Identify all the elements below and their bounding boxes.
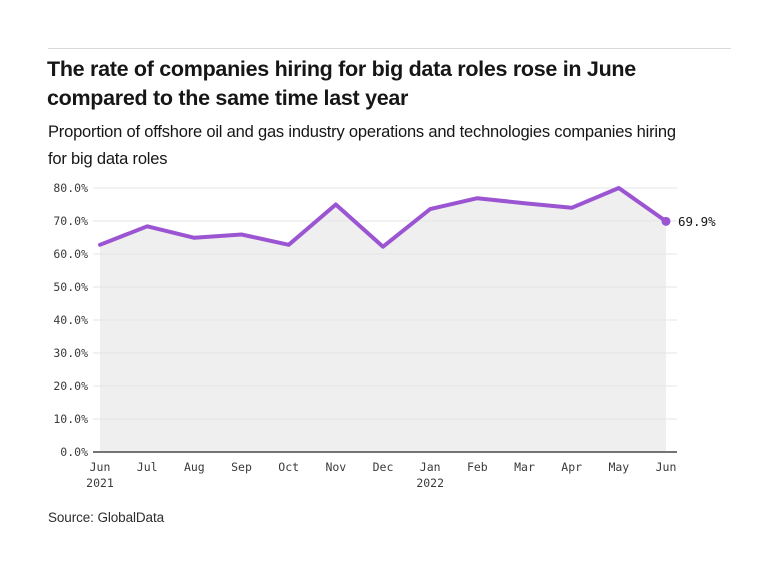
x-year-label: 2022 bbox=[416, 476, 444, 490]
y-tick-label: 0.0% bbox=[60, 445, 88, 459]
y-tick-label: 20.0% bbox=[53, 379, 88, 393]
data-line bbox=[98, 186, 668, 249]
source-credit: Source: GlobalData bbox=[48, 510, 165, 525]
x-tick-label: Jan bbox=[420, 460, 441, 474]
x-tick-label: Sep bbox=[231, 460, 252, 474]
y-tick-label: 30.0% bbox=[53, 346, 88, 360]
y-tick-label: 40.0% bbox=[53, 313, 88, 327]
x-tick-label: Apr bbox=[561, 460, 582, 474]
x-tick-label: May bbox=[608, 460, 629, 474]
x-tick-label: Oct bbox=[278, 460, 299, 474]
y-tick-label: 60.0% bbox=[53, 247, 88, 261]
page-title: The rate of companies hiring for big dat… bbox=[47, 57, 636, 110]
y-tick-label: 10.0% bbox=[53, 412, 88, 426]
x-tick-label: Jun bbox=[90, 460, 111, 474]
x-tick-label: Nov bbox=[325, 460, 346, 474]
chart-subtitle: Proportion of offshore oil and gas indus… bbox=[48, 123, 676, 168]
x-tick-label: Jun bbox=[656, 460, 677, 474]
top-divider bbox=[48, 48, 731, 49]
end-value-label: 69.9% bbox=[678, 214, 716, 229]
x-tick-label: Jul bbox=[137, 460, 158, 474]
end-point-dot bbox=[661, 216, 671, 226]
y-tick-label: 80.0% bbox=[53, 181, 88, 195]
x-tick-label: Mar bbox=[514, 460, 535, 474]
x-year-label: 2021 bbox=[86, 476, 114, 490]
x-tick-label: Aug bbox=[184, 460, 205, 474]
y-tick-label: 50.0% bbox=[53, 280, 88, 294]
y-tick-label: 70.0% bbox=[53, 214, 88, 228]
x-tick-label: Dec bbox=[373, 460, 394, 474]
x-tick-label: Feb bbox=[467, 460, 488, 474]
